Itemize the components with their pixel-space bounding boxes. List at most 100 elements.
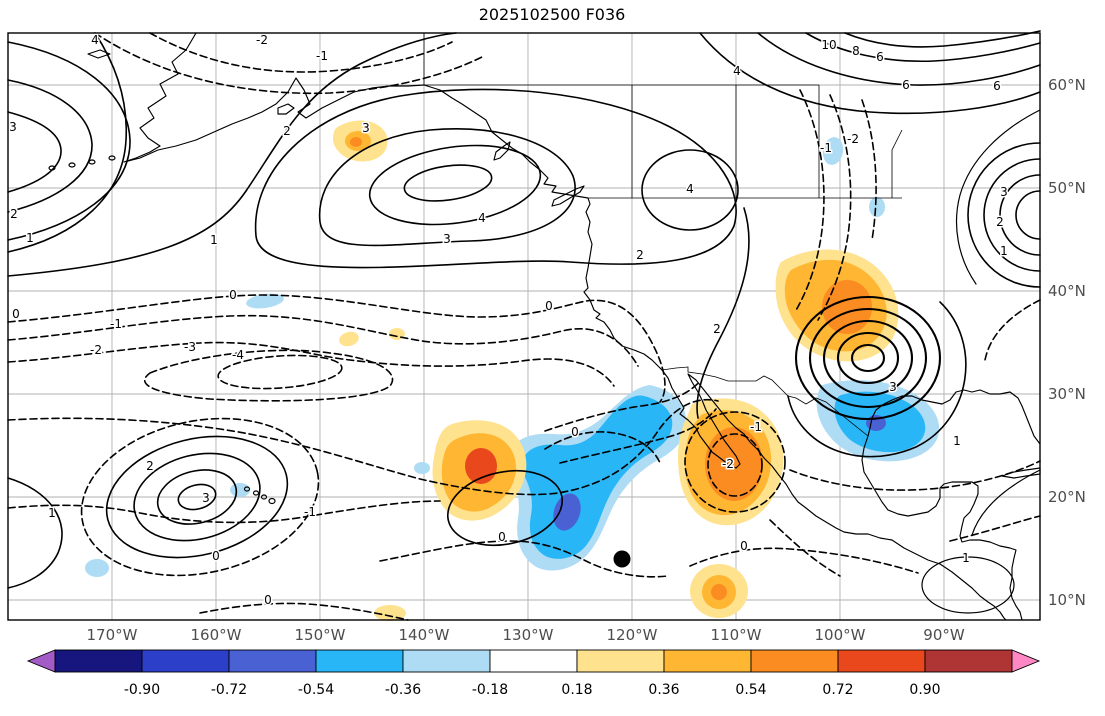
contour-left-arc-1 (7, 111, 62, 193)
island-haida-gwaii (493, 141, 511, 161)
fill-lightblue-small-6 (414, 462, 430, 474)
contour-label: 4 (686, 182, 694, 196)
contour-label: 1 (953, 434, 961, 448)
contour-label: 2 (146, 459, 154, 473)
border-us-mexico (661, 366, 869, 437)
contour-label: 0 (264, 593, 272, 607)
colorbar-segment (489, 649, 578, 673)
fill-lightblue-small-4 (230, 483, 250, 497)
contour-zero-south-1 (379, 540, 669, 578)
contour-label: -1 (110, 317, 122, 331)
colorbar-segment (54, 649, 143, 673)
colorbar-tick-labels: -0.90 -0.72 -0.54 -0.36 -0.18 0.18 0.36 0.54 0.7… (124, 682, 941, 698)
contour-label: 3 (443, 232, 451, 246)
contour-label: -4 (232, 348, 244, 362)
colorbar-tick-label: 0.54 (735, 682, 766, 698)
colorbar-tick-label: 0.36 (648, 682, 679, 698)
contour-label: 0 (12, 307, 20, 321)
contour-neg1-south (7, 398, 719, 496)
island-kodiak (277, 103, 295, 115)
x-axis-labels: 170°W 160°W 150°W 140°W 130°W 120°W 110°W 100°W… (87, 626, 965, 644)
contour-left-arc-2 (7, 79, 93, 213)
contour-label: 6 (876, 50, 884, 64)
y-axis-labels: 10°N 20°N 30°N 40°N 50°N 60°N (1048, 76, 1086, 609)
contour-right-edge-2 (999, 174, 1041, 256)
contour-label: 2 (636, 248, 644, 262)
hawaii-island-1 (243, 486, 251, 492)
contour-neg1-southwest (7, 500, 441, 524)
contour-blob-zero-oval (446, 469, 564, 547)
point-marker (613, 550, 631, 568)
contour-label: 4 (733, 64, 741, 78)
x-tick-label: 140°W (399, 626, 450, 644)
x-tick-label: 150°W (295, 626, 346, 644)
contours-dashed (7, 32, 1041, 621)
contour-label: 1 (26, 231, 34, 245)
colorbar-segment (228, 649, 317, 673)
contour-jet-8 (805, 32, 1041, 63)
contour-neg1-mexico-loop (684, 411, 786, 513)
colorbar-tick-label: -0.18 (472, 682, 508, 698)
fill-lightblue-small-2 (822, 137, 844, 165)
contour-jet-6 (757, 32, 1041, 86)
contour-llvortex-core (177, 483, 217, 511)
coastline-pacific (123, 32, 1007, 621)
contour-vortex-south-2 (769, 519, 841, 577)
colorbar-segments (26, 649, 1041, 673)
fill-orange-core-mexico (705, 427, 763, 501)
contour-jet-east-branch (955, 109, 1041, 285)
hawaii-island-2 (252, 490, 260, 496)
contour-left-south-1 (7, 477, 63, 589)
contour-ridge-4a (368, 144, 542, 226)
fill-orange-bottom (711, 584, 727, 600)
plot-frame (7, 32, 1041, 621)
hawaii-island-4 (268, 497, 276, 505)
coastline-gulf (867, 389, 1041, 445)
contour-prairie-trough-2 (817, 94, 852, 321)
contour-llvortex-outer (105, 435, 289, 559)
y-tick-label: 30°N (1048, 385, 1086, 403)
contour-neg1-main (7, 314, 639, 367)
border-mb-on (891, 129, 903, 198)
contour-jet-10 (844, 30, 1041, 48)
contour-label: 0 (229, 288, 237, 302)
contour-top-trough-1 (149, 32, 453, 73)
aleutian-island-3 (68, 162, 76, 168)
contour-ridge-4b (641, 149, 739, 231)
contour-label: -1 (820, 141, 832, 155)
contour-zero-llvortex-loop (80, 417, 320, 577)
colorbar-segment (924, 649, 1013, 673)
contour-bottom-right-oval (921, 556, 1015, 614)
contour-vortex-spiral (787, 301, 967, 458)
contour-label: 1 (210, 233, 218, 247)
contour-blob-edge-1 (544, 380, 701, 432)
colorbar-tick-label: 0.90 (909, 682, 940, 698)
contour-vortex-ring-3 (822, 319, 914, 397)
contour-prairie-trough-3 (861, 99, 877, 241)
contour-label: 0 (545, 299, 553, 313)
contour-vortex-ring-1 (850, 343, 886, 373)
contour-ridge-outer-1 (7, 32, 457, 277)
contour-label: -1 (750, 420, 762, 434)
contour-ridge-2 (254, 88, 737, 269)
colorbar-segment (750, 649, 839, 673)
contour-label: 2 (283, 124, 291, 138)
contour-top-trough-2 (94, 32, 483, 95)
contour-label: -2 (847, 132, 859, 146)
coastline-yucatan (861, 435, 1023, 621)
colorbar-segment (576, 649, 665, 673)
contour-label: -2 (722, 457, 734, 471)
colorbar-tick-label: -0.72 (211, 682, 247, 698)
colorbar-under-arrow (26, 649, 56, 673)
colorbar: -0.90 -0.72 -0.54 -0.36 -0.18 0.18 0.36 0.54 0.7… (26, 649, 1041, 698)
contour-prairie-trough-1 (794, 89, 825, 313)
x-tick-label: 160°W (191, 626, 242, 644)
contour-vortex-ring-2 (836, 331, 900, 385)
contour-vortex-ring-4 (808, 307, 928, 409)
fill-lightblue-small-1 (246, 293, 284, 309)
fill-orange-core-plains (822, 280, 872, 334)
colorbar-tick-label: -0.36 (385, 682, 421, 698)
